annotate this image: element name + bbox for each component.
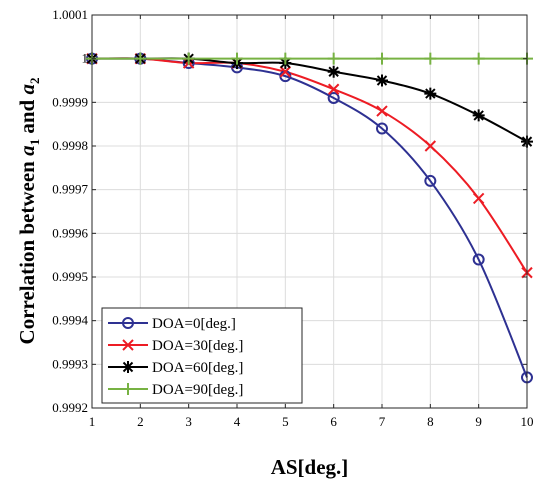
marker-plus — [279, 52, 292, 65]
legend-label: DOA=90[deg.] — [152, 382, 243, 398]
legend-item: DOA=90[deg.] — [108, 382, 243, 398]
legend-label: DOA=30[deg.] — [152, 338, 243, 354]
marker-star — [122, 361, 134, 373]
marker-x — [424, 140, 437, 152]
plot-frame — [91, 14, 528, 409]
marker-x — [327, 83, 340, 95]
y-tick-label: 1 — [82, 51, 89, 66]
legend-item: DOA=60[deg.] — [108, 360, 243, 376]
y-tick-label: 0.9996 — [52, 225, 88, 240]
y-tick-label: 0.9995 — [52, 269, 88, 284]
marker-star — [376, 74, 388, 87]
marker-star — [424, 87, 437, 100]
y-tick-label: 0.9994 — [52, 313, 88, 328]
series-line-1 — [91, 57, 528, 274]
marker-circle — [472, 253, 485, 266]
x-tick-label: 1 — [89, 414, 96, 429]
x-tick-label: 5 — [282, 414, 289, 429]
y-axis: 0.9992 0.9993 0.9994 0.9995 0.9996 0.9997 0.99… — [52, 7, 527, 415]
legend-item: DOA=0[deg.] — [108, 316, 236, 332]
legend-label: DOA=0[deg.] — [152, 316, 236, 332]
x-tick-label: 8 — [427, 414, 434, 429]
x-tick-label: 4 — [234, 414, 241, 429]
marker-plus — [182, 52, 195, 65]
marker-plus — [231, 52, 243, 65]
x-tick-label: 6 — [330, 414, 337, 429]
marker-star — [327, 65, 340, 78]
marker-plus — [134, 52, 147, 65]
marker-circle — [424, 174, 437, 187]
marker-x — [279, 66, 292, 78]
y-tick-label: 1.0001 — [52, 7, 88, 22]
y-axis-title: Correlation between a1 and a2 — [15, 78, 42, 345]
marker-circle — [122, 317, 134, 329]
x-tick-label: 2 — [137, 414, 144, 429]
x-tick-label: 10 — [521, 414, 534, 429]
x-tick-label: 9 — [475, 414, 482, 429]
y-tick-label: 0.9997 — [52, 182, 88, 197]
x-tick-label: 7 — [379, 414, 386, 429]
y-tick-label: 0.9998 — [52, 138, 88, 153]
marker-plus — [424, 52, 437, 65]
series-lines — [91, 57, 528, 378]
marker-plus — [122, 383, 134, 395]
legend-item: DOA=30[deg.] — [108, 338, 243, 354]
marker-plus — [472, 52, 485, 65]
x-axis: 1 2 3 4 5 6 7 8 9 10 — [89, 15, 534, 429]
marker-x — [122, 339, 134, 351]
marker-plus — [327, 52, 340, 65]
marker-circle — [376, 122, 388, 135]
y-tick-label: 0.9992 — [52, 400, 88, 415]
marker-circle — [327, 91, 340, 104]
y-tick-label: 0.9993 — [52, 356, 88, 371]
marker-star — [472, 109, 485, 122]
marker-x — [472, 192, 485, 205]
x-tick-label: 3 — [185, 414, 192, 429]
y-tick-label: 0.9999 — [52, 94, 88, 109]
legend-label: DOA=60[deg.] — [152, 360, 243, 376]
marker-x — [376, 105, 388, 117]
marker-plus — [376, 52, 388, 65]
x-axis-title: AS[deg.] — [271, 455, 349, 479]
legend: DOA=0[deg.] DOA=30[deg.] DOA=60[deg.] DOA=9… — [101, 307, 303, 404]
